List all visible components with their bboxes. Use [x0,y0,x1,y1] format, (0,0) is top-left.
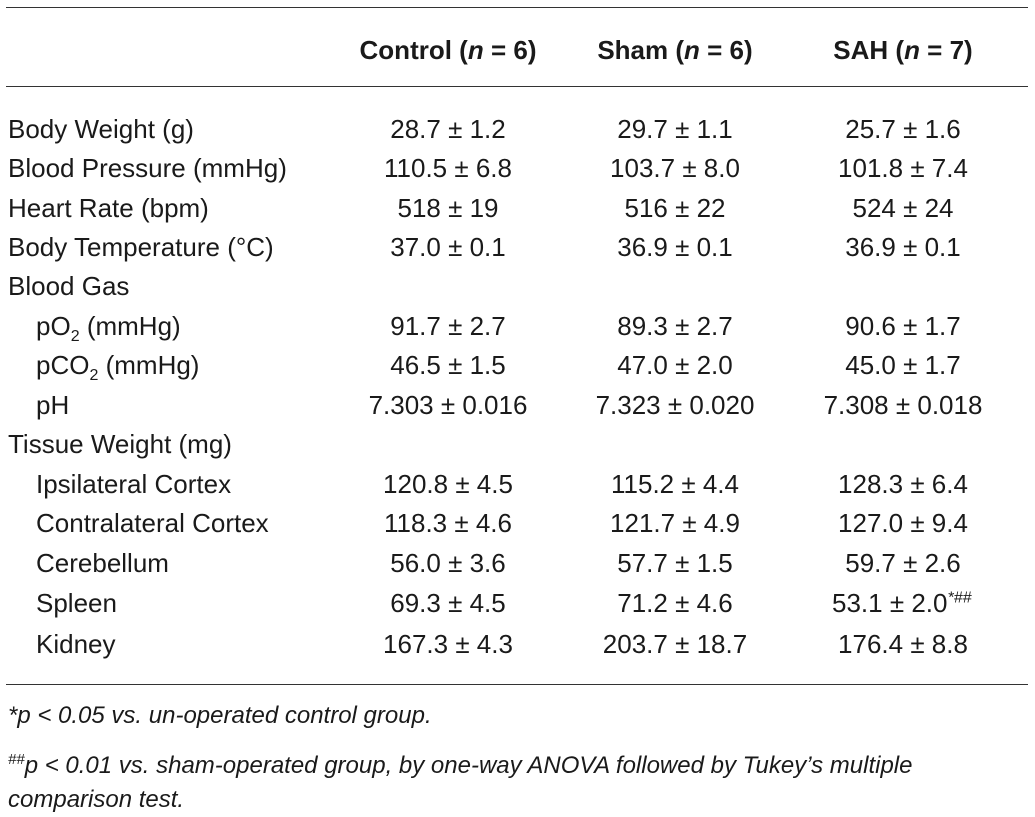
cell-sah: 36.9 ± 0.1 [845,232,961,262]
top-rule [6,7,1028,8]
header-sham: Sham (n = 6) [597,35,753,65]
cell-sah: 128.3 ± 6.4 [838,469,968,499]
cell-sham: 516 ± 22 [624,193,726,223]
row-label-po2: pO2 (mmHg) [36,311,181,346]
row-label-pco2: pCO2 (mmHg) [36,350,200,385]
row-label-kidney: Kidney [36,629,116,659]
cell-sham: 7.323 ± 0.020 [595,390,755,420]
cell-sah: 25.7 ± 1.6 [845,114,961,144]
cell-sah: 101.8 ± 7.4 [838,153,968,183]
cell-control: 46.5 ± 1.5 [390,350,506,380]
cell-control: 91.7 ± 2.7 [390,311,506,341]
cell-sham: 203.7 ± 18.7 [602,629,748,659]
cell-sham: 121.7 ± 4.9 [610,508,740,538]
cell-control: 518 ± 19 [397,193,499,223]
section-label-blood-gas: Blood Gas [8,271,130,301]
cell-sah: 176.4 ± 8.8 [838,629,968,659]
significance-mark: *## [947,589,972,607]
cell-sah: 524 ± 24 [852,193,954,223]
cell-control: 28.7 ± 1.2 [390,114,506,144]
cell-sham: 29.7 ± 1.1 [617,114,733,144]
cell-control: 118.3 ± 4.6 [384,508,512,538]
header-sah: SAH (n = 7) [833,35,973,65]
cell-control: 37.0 ± 0.1 [390,232,506,262]
cell-sham: 47.0 ± 2.0 [617,350,733,380]
footnote-2: ##p < 0.01 vs. sham-operated group, by o… [8,751,913,813]
cell-sah: 59.7 ± 2.6 [845,548,961,578]
cell-sham: 89.3 ± 2.7 [617,311,733,341]
cell-sham: 115.2 ± 4.4 [611,469,739,499]
cell-control: 69.3 ± 4.5 [390,588,506,618]
header-control: Control (n = 6) [359,35,537,65]
row-label-cerebellum: Cerebellum [36,548,169,578]
header-rule [6,86,1028,87]
footnote-1: *p < 0.05 vs. un-operated control group. [8,702,432,729]
cell-control: 110.5 ± 6.8 [384,153,512,183]
bottom-rule [6,684,1028,685]
cell-control: 167.3 ± 4.3 [383,629,513,659]
row-label-body-temperature: Body Temperature (°C) [8,232,274,262]
row-label-heart-rate: Heart Rate (bpm) [8,193,209,223]
row-label-contralateral-cortex: Contralateral Cortex [36,508,269,538]
cell-sah: 90.6 ± 1.7 [845,311,961,341]
cell-sham: 57.7 ± 1.5 [617,548,733,578]
cell-control: 56.0 ± 3.6 [390,548,506,578]
row-label-spleen: Spleen [36,588,117,618]
cell-sham: 103.7 ± 8.0 [610,153,740,183]
row-label-ph: pH [36,390,70,420]
row-label-body-weight: Body Weight (g) [8,114,194,144]
cell-sham: 71.2 ± 4.6 [617,588,733,618]
cell-sham: 36.9 ± 0.1 [617,232,733,262]
cell-sah: 53.1 ± 2.0*## [832,588,972,618]
cell-control: 120.8 ± 4.5 [383,469,513,499]
cell-sah: 127.0 ± 9.4 [838,508,968,538]
section-label-tissue-weight: Tissue Weight (mg) [8,429,232,459]
row-label-ipsilateral-cortex: Ipsilateral Cortex [36,469,232,499]
cell-sah: 45.0 ± 1.7 [845,350,961,380]
cell-sah: 7.308 ± 0.018 [823,390,983,420]
row-label-blood-pressure: Blood Pressure (mmHg) [8,153,287,183]
cell-control: 7.303 ± 0.016 [368,390,528,420]
